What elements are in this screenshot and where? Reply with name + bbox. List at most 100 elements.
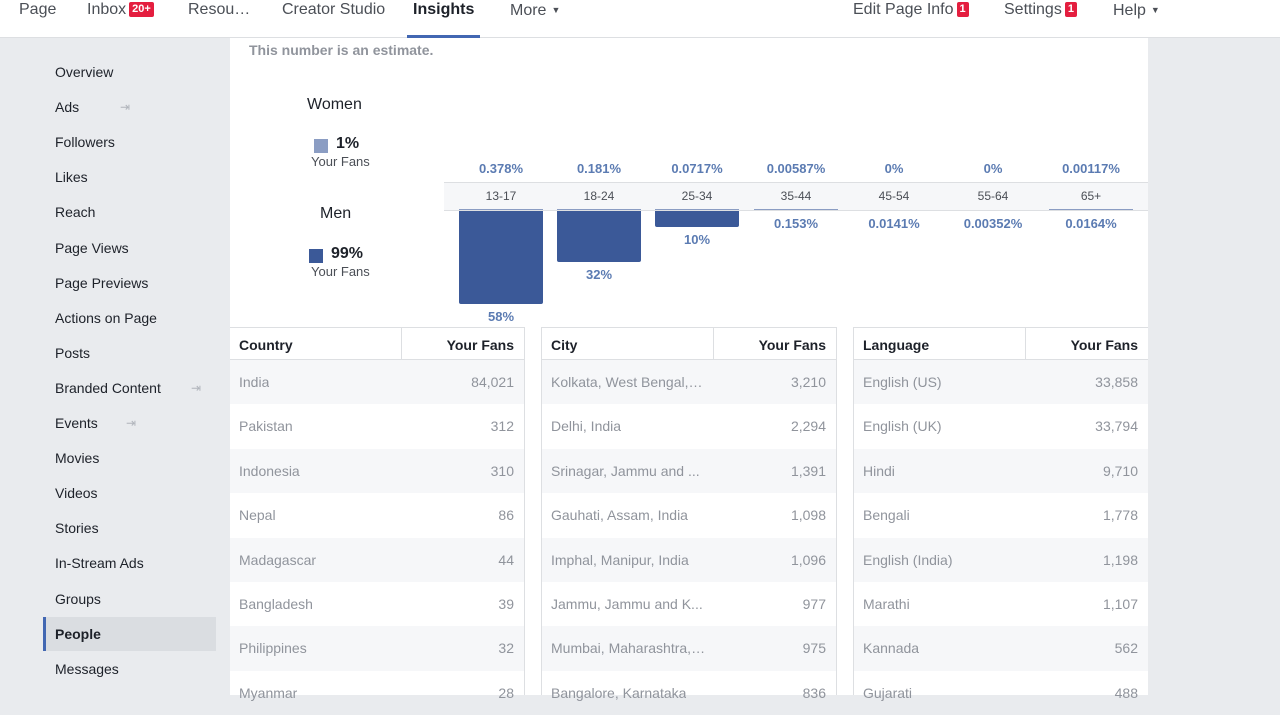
nav-creator-studio[interactable]: Creator Studio <box>282 0 385 38</box>
fans-count-cell: 39 <box>498 595 514 612</box>
age-axis-label: 45-54 <box>878 189 910 203</box>
sidebar-item-in-stream-ads[interactable]: In-Stream Ads <box>43 546 216 580</box>
column-header-your-fans[interactable]: Your Fans <box>1070 337 1138 353</box>
table-row: Gujarati 488 <box>854 671 1148 715</box>
sidebar-item-posts[interactable]: Posts <box>43 336 216 370</box>
table-row: Jammu, Jammu and K... 977 <box>542 582 836 626</box>
men-bar[interactable] <box>459 211 543 304</box>
nav-page[interactable]: Page <box>19 0 56 38</box>
language-name-cell: Bengali <box>863 507 910 524</box>
city-name-cell: Gauhati, Assam, India <box>551 507 688 524</box>
language-name-cell: Gujarati <box>863 684 913 701</box>
fans-count-cell: 1,107 <box>1102 595 1138 612</box>
table-row: English (UK) 33,794 <box>854 404 1148 448</box>
table-row: Myanmar 28 <box>230 671 524 715</box>
table-row: Madagascar 44 <box>230 537 524 582</box>
table-row: Pakistan 312 <box>230 404 524 448</box>
language-table-header: Language Your Fans <box>854 327 1148 360</box>
sidebar-item-label: Videos <box>55 485 98 502</box>
men-value-label: 0.0164% <box>1065 216 1117 232</box>
women-value-label: 0% <box>884 161 904 176</box>
fans-count-cell: 310 <box>490 462 514 479</box>
sidebar-item-followers[interactable]: Followers <box>43 125 216 159</box>
table-row: Kolkata, West Bengal, I... 3,210 <box>542 360 836 405</box>
country-name-cell: Nepal <box>239 507 276 524</box>
external-link-icon: ⇥ <box>119 100 131 115</box>
caret-down-icon: ▼ <box>551 5 561 15</box>
men-bar[interactable] <box>655 211 739 228</box>
language-name-cell: Marathi <box>863 595 910 612</box>
women-bar <box>459 209 543 210</box>
fans-count-cell: 3,210 <box>790 374 826 390</box>
column-header-language[interactable]: Language <box>863 337 930 353</box>
sidebar-item-stories[interactable]: Stories <box>43 511 216 545</box>
city-name-cell: Jammu, Jammu and K... <box>551 595 703 612</box>
column-divider <box>1025 328 1026 360</box>
column-header-your-fans[interactable]: Your Fans <box>758 337 826 353</box>
table-divider <box>524 327 542 695</box>
city-name-cell: Mumbai, Maharashtra, ... <box>551 640 706 657</box>
sidebar-item-page-previews[interactable]: Page Previews <box>43 266 216 300</box>
sidebar-item-messages[interactable]: Messages <box>43 652 216 686</box>
sidebar-item-likes[interactable]: Likes <box>43 160 216 194</box>
sidebar-item-page-views[interactable]: Page Views <box>43 231 216 265</box>
table-row: Imphal, Manipur, India 1,096 <box>542 537 836 582</box>
sidebar-item-label: Posts <box>55 344 91 361</box>
sidebar-item-groups[interactable]: Groups <box>43 582 216 616</box>
sidebar-item-label: In-Stream Ads <box>55 555 144 572</box>
sidebar-item-videos[interactable]: Videos <box>43 476 216 510</box>
fans-count-cell: 1,778 <box>1102 507 1138 524</box>
sidebar-item-events[interactable]: Events ⇥ <box>43 406 216 440</box>
table-row: Bengali 1,778 <box>854 493 1148 537</box>
nav-resources[interactable]: Resou… <box>188 0 250 38</box>
sidebar-item-label: Overview <box>55 64 114 80</box>
men-legend-title: Men <box>320 205 352 222</box>
nav-edit-page-info[interactable]: Edit Page Info 1 <box>853 0 969 38</box>
women-value-label: 0.181% <box>576 161 622 176</box>
language-name-cell: English (India) <box>863 551 953 568</box>
sidebar-item-label: Groups <box>55 590 101 607</box>
nav-help[interactable]: Help ▼ <box>1113 0 1160 38</box>
column-divider <box>713 328 714 360</box>
sidebar-item-actions-on-page[interactable]: Actions on Page <box>43 301 216 335</box>
men-value-label: 0.00352% <box>963 216 1023 231</box>
women-bar <box>655 209 739 210</box>
language-name-cell: English (UK) <box>863 418 942 435</box>
sidebar-item-people[interactable]: People <box>43 616 216 651</box>
city-name-cell: Bangalore, Karnataka <box>551 684 687 701</box>
men-value-label: 10% <box>683 232 711 248</box>
table-divider <box>836 327 854 695</box>
table-row: Mumbai, Maharashtra, ... 975 <box>542 626 836 671</box>
column-header-your-fans[interactable]: Your Fans <box>446 337 514 353</box>
sidebar-item-label: Followers <box>55 134 115 151</box>
country-table-header: Country Your Fans <box>230 327 524 360</box>
nav-more[interactable]: More ▼ <box>510 0 560 38</box>
column-divider <box>401 328 402 360</box>
fans-count-cell: 33,794 <box>1095 418 1138 435</box>
sidebar-item-ads[interactable]: Ads ⇥ <box>43 90 216 124</box>
nav-insights-label: Insights <box>413 1 475 18</box>
sidebar-item-movies[interactable]: Movies <box>43 441 216 475</box>
language-name-cell: Hindi <box>863 462 895 479</box>
city-name-cell: Kolkata, West Bengal, I... <box>551 374 706 390</box>
sidebar-item-label: Likes <box>55 169 88 186</box>
country-name-cell: Madagascar <box>239 551 317 568</box>
country-name-cell: Philippines <box>239 640 307 657</box>
men-bar[interactable] <box>557 211 641 263</box>
nav-insights[interactable]: Insights <box>406 0 481 38</box>
nav-inbox[interactable]: Inbox 20+ <box>87 0 154 38</box>
fans-count-cell: 977 <box>802 595 826 612</box>
nav-settings[interactable]: Settings 1 <box>1004 0 1077 38</box>
fans-count-cell: 1,096 <box>790 551 826 568</box>
nav-settings-label: Settings <box>1004 1 1062 18</box>
sidebar-item-reach[interactable]: Reach <box>43 195 216 229</box>
column-header-city[interactable]: City <box>551 337 578 353</box>
sidebar-item-overview[interactable]: Overview <box>43 55 216 89</box>
sidebar-item-branded-content[interactable]: Branded Content ⇥ <box>43 371 216 405</box>
age-axis-band <box>444 182 1148 211</box>
age-axis-label: 25-34 <box>681 189 713 203</box>
fans-count-cell: 488 <box>1114 684 1138 701</box>
column-header-country[interactable]: Country <box>239 337 293 353</box>
fans-count-cell: 84,021 <box>471 374 514 390</box>
fans-count-cell: 1,198 <box>1102 551 1138 568</box>
